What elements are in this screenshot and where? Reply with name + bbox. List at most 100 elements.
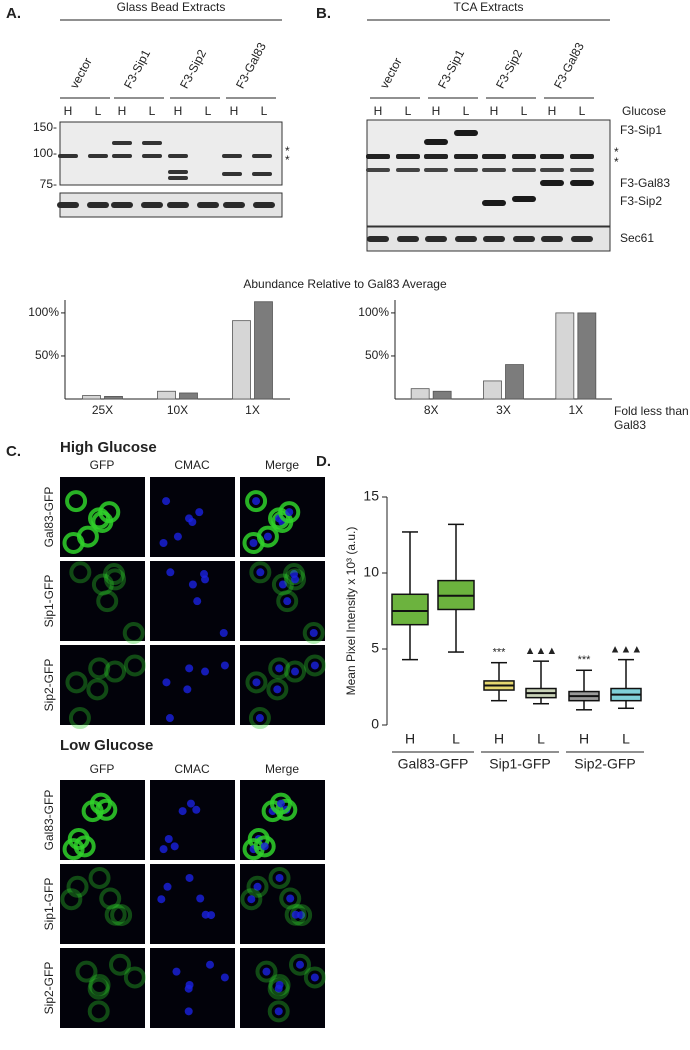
column-label: CMAC (174, 762, 210, 776)
cell (65, 671, 88, 694)
blot-image (59, 121, 283, 186)
vacuole (163, 882, 172, 891)
lane-label: F3-Gal83 (551, 40, 587, 91)
vacuole (286, 894, 295, 903)
vacuole (273, 685, 282, 694)
band (424, 154, 448, 159)
column-label: Merge (265, 458, 299, 472)
vacuole (183, 685, 192, 694)
group-label: Gal83-GFP (398, 756, 469, 772)
section-title: Low Glucose (60, 737, 153, 754)
band (222, 154, 242, 158)
panel-label: D. (316, 453, 331, 470)
band (396, 168, 420, 172)
band (142, 154, 162, 158)
micrograph (60, 948, 145, 1028)
condition-label: L (579, 104, 586, 118)
band (482, 200, 506, 206)
cell (284, 660, 307, 683)
band (425, 236, 447, 242)
marker-label: 75- (40, 177, 57, 191)
band (168, 170, 188, 174)
vacuole (262, 967, 271, 976)
x-tick-label: H (579, 731, 589, 747)
blot-title: Glass Bead Extracts (117, 0, 226, 14)
cell (289, 953, 312, 976)
y-tick-label: 0 (371, 716, 379, 732)
cell (267, 977, 290, 1000)
band (396, 154, 420, 159)
panel-label: B. (316, 5, 331, 22)
vacuole (184, 1007, 193, 1016)
cell (276, 590, 299, 613)
x-axis-label: Fold less than Gal83 (614, 404, 689, 432)
cell (103, 563, 126, 586)
band (197, 202, 219, 208)
band (512, 196, 536, 202)
band (512, 168, 536, 172)
vacuole (275, 664, 284, 673)
vacuole (252, 497, 261, 506)
band (454, 168, 478, 172)
cell (268, 866, 291, 889)
bar (82, 395, 101, 400)
vacuole (178, 807, 187, 816)
band (513, 236, 535, 242)
micrograph (240, 561, 325, 641)
cell (65, 490, 88, 513)
cell (66, 875, 89, 898)
cell (87, 977, 110, 1000)
bar (555, 312, 575, 400)
micrograph (60, 561, 145, 641)
group-label: Sip1-GFP (489, 756, 550, 772)
x-tick-label: L (452, 731, 460, 747)
bar (254, 301, 273, 400)
cell (87, 1000, 110, 1023)
vacuole (201, 575, 210, 584)
vacuole (278, 580, 287, 589)
cell (89, 792, 112, 815)
vacuole (310, 661, 319, 670)
vacuole (220, 973, 229, 982)
x-tick-label: H (405, 731, 415, 747)
condition-label: H (230, 104, 239, 118)
vacuole (201, 910, 210, 919)
cell (253, 835, 276, 858)
cell (99, 887, 122, 910)
band (253, 202, 275, 208)
cell (256, 525, 279, 548)
cell (91, 573, 114, 596)
condition-label: L (205, 104, 212, 118)
condition-label: H (374, 104, 383, 118)
column-label: GFP (90, 458, 115, 472)
vacuole (192, 805, 201, 814)
asterisk: * (614, 155, 619, 169)
row-label: Gal83-GFP (42, 790, 56, 851)
condition-label: L (95, 104, 102, 118)
lane-label: F3-Sip2 (177, 47, 209, 91)
row-label: Sip2-GFP (42, 962, 56, 1015)
cell (88, 973, 111, 996)
asterisk: * (285, 153, 290, 167)
x-tick-label: 1X (245, 403, 260, 417)
significance: *** (578, 654, 592, 666)
band (571, 236, 593, 242)
bar (483, 380, 502, 400)
vacuole (291, 667, 300, 676)
vacuole (188, 580, 197, 589)
vacuole (253, 882, 262, 891)
cell (245, 490, 268, 513)
vacuole (193, 597, 202, 606)
x-tick-label: L (537, 731, 545, 747)
condition-label: L (405, 104, 412, 118)
column-label: Merge (265, 762, 299, 776)
band (58, 154, 78, 158)
box (391, 593, 429, 626)
band (570, 168, 594, 172)
vacuole (185, 980, 194, 989)
x-tick-label: 25X (92, 403, 113, 417)
loading-label: Sec61 (620, 231, 654, 245)
vacuole (275, 980, 284, 989)
vacuole (255, 714, 264, 723)
